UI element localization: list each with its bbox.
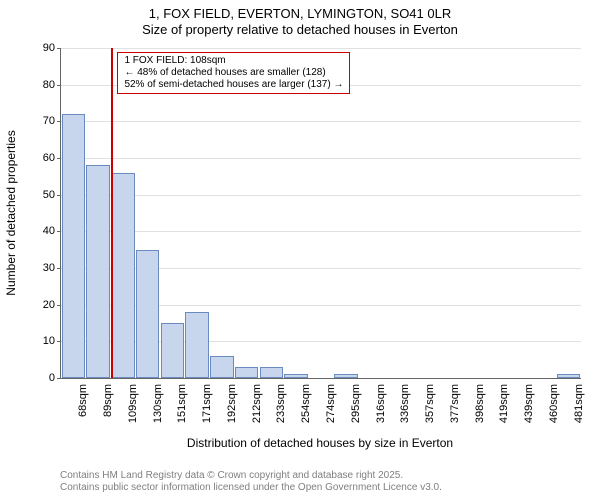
marker-line (111, 48, 113, 378)
x-tick: 233sqm (275, 384, 287, 423)
y-tick: 80 (43, 79, 61, 91)
x-tick: 274sqm (325, 384, 337, 423)
bar (334, 374, 358, 378)
gridline (61, 195, 581, 196)
histogram-chart: 1, FOX FIELD, EVERTON, LYMINGTON, SO41 0… (0, 0, 600, 500)
x-tick: 481sqm (573, 384, 585, 423)
plot-area: 010203040506070809068sqm89sqm109sqm130sq… (60, 48, 581, 379)
gridline (61, 231, 581, 232)
x-tick: 398sqm (474, 384, 486, 423)
x-tick: 151sqm (176, 384, 188, 423)
bar (235, 367, 259, 378)
x-tick: 254sqm (300, 384, 312, 423)
gridline (61, 158, 581, 159)
y-tick: 70 (43, 115, 61, 127)
bar (136, 250, 160, 378)
copyright-footer: Contains HM Land Registry data © Crown c… (60, 470, 442, 494)
y-tick: 0 (49, 372, 61, 384)
y-tick: 30 (43, 262, 61, 274)
x-tick: 68sqm (77, 384, 89, 417)
bar (210, 356, 234, 378)
y-axis-label: Number of detached properties (4, 130, 18, 295)
x-tick: 377sqm (449, 384, 461, 423)
y-tick: 20 (43, 299, 61, 311)
x-tick: 460sqm (548, 384, 560, 423)
bar (185, 312, 209, 378)
x-tick: 192sqm (226, 384, 238, 423)
bar (284, 374, 308, 378)
bar (111, 173, 135, 378)
x-tick: 419sqm (498, 384, 510, 423)
footer-line-1: Contains HM Land Registry data © Crown c… (60, 470, 442, 482)
chart-title-subtitle: Size of property relative to detached ho… (0, 22, 600, 37)
bar (260, 367, 284, 378)
x-tick: 439sqm (523, 384, 535, 423)
y-tick: 10 (43, 335, 61, 347)
x-tick: 295sqm (350, 384, 362, 423)
x-tick: 130sqm (152, 384, 164, 423)
x-tick: 357sqm (424, 384, 436, 423)
marker-text-line: 52% of semi-detached houses are larger (… (124, 79, 343, 91)
bar (86, 165, 110, 378)
x-tick: 336sqm (399, 384, 411, 423)
x-tick: 212sqm (251, 384, 263, 423)
y-tick: 90 (43, 42, 61, 54)
y-tick: 40 (43, 225, 61, 237)
x-tick: 171sqm (201, 384, 213, 423)
y-tick: 50 (43, 189, 61, 201)
gridline (61, 121, 581, 122)
gridline (61, 48, 581, 49)
y-tick: 60 (43, 152, 61, 164)
x-tick: 89sqm (102, 384, 114, 417)
x-tick: 109sqm (127, 384, 139, 423)
marker-text-line: ← 48% of detached houses are smaller (12… (124, 67, 343, 79)
x-tick: 316sqm (375, 384, 387, 423)
x-axis-label: Distribution of detached houses by size … (60, 436, 580, 450)
marker-annotation-box: 1 FOX FIELD: 108sqm← 48% of detached hou… (117, 52, 350, 94)
marker-text-line: 1 FOX FIELD: 108sqm (124, 55, 343, 67)
bar (161, 323, 185, 378)
chart-title-address: 1, FOX FIELD, EVERTON, LYMINGTON, SO41 0… (0, 6, 600, 21)
bar (557, 374, 581, 378)
footer-line-2: Contains public sector information licen… (60, 482, 442, 494)
bar (62, 114, 86, 378)
